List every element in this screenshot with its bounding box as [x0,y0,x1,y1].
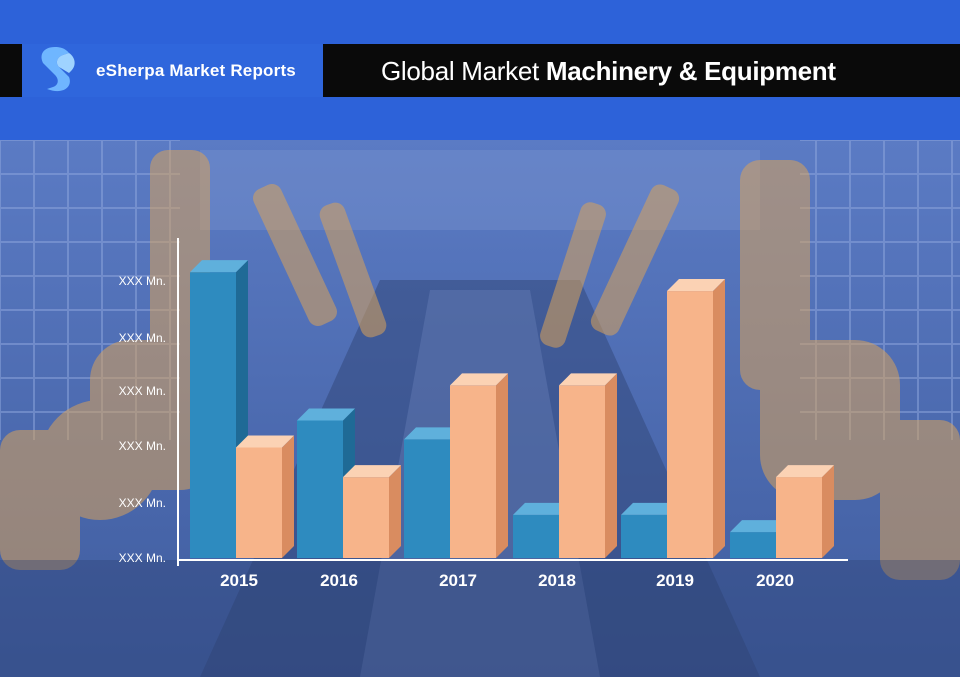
esherpa-logo-icon [41,47,75,92]
bar-2019-series-2 [667,279,725,558]
x-category-label: 2019 [656,571,694,590]
report-title-box: Global Market Machinery & Equipment [323,44,960,97]
x-category-label: 2020 [756,571,794,590]
x-category-label: 2015 [220,571,258,590]
report-title-light: Global Market [381,56,539,86]
report-title: Global Market Machinery & Equipment [381,56,836,87]
y-tick-label: XXX Mn. [119,496,166,510]
bar-2018-series-2 [559,373,617,558]
bar-2016-series-2 [343,465,401,558]
report-title-bold: Machinery & Equipment [545,56,836,86]
brand-logo-box[interactable]: eSherpa Market Reports [0,44,323,97]
x-category-label: 2017 [439,571,477,590]
bar-2020-series-2 [776,465,834,558]
bar-2017-series-2 [450,373,508,558]
x-category-label: 2018 [538,571,576,590]
y-tick-label: XXX Mn. [119,551,166,565]
brand-name: eSherpa Market Reports [96,61,296,80]
y-tick-label: XXX Mn. [119,384,166,398]
x-category-label: 2016 [320,571,358,590]
y-tick-label: XXX Mn. [119,439,166,453]
y-tick-label: XXX Mn. [119,274,166,288]
bar-2015-series-2 [236,435,294,558]
y-tick-label: XXX Mn. [119,331,166,345]
